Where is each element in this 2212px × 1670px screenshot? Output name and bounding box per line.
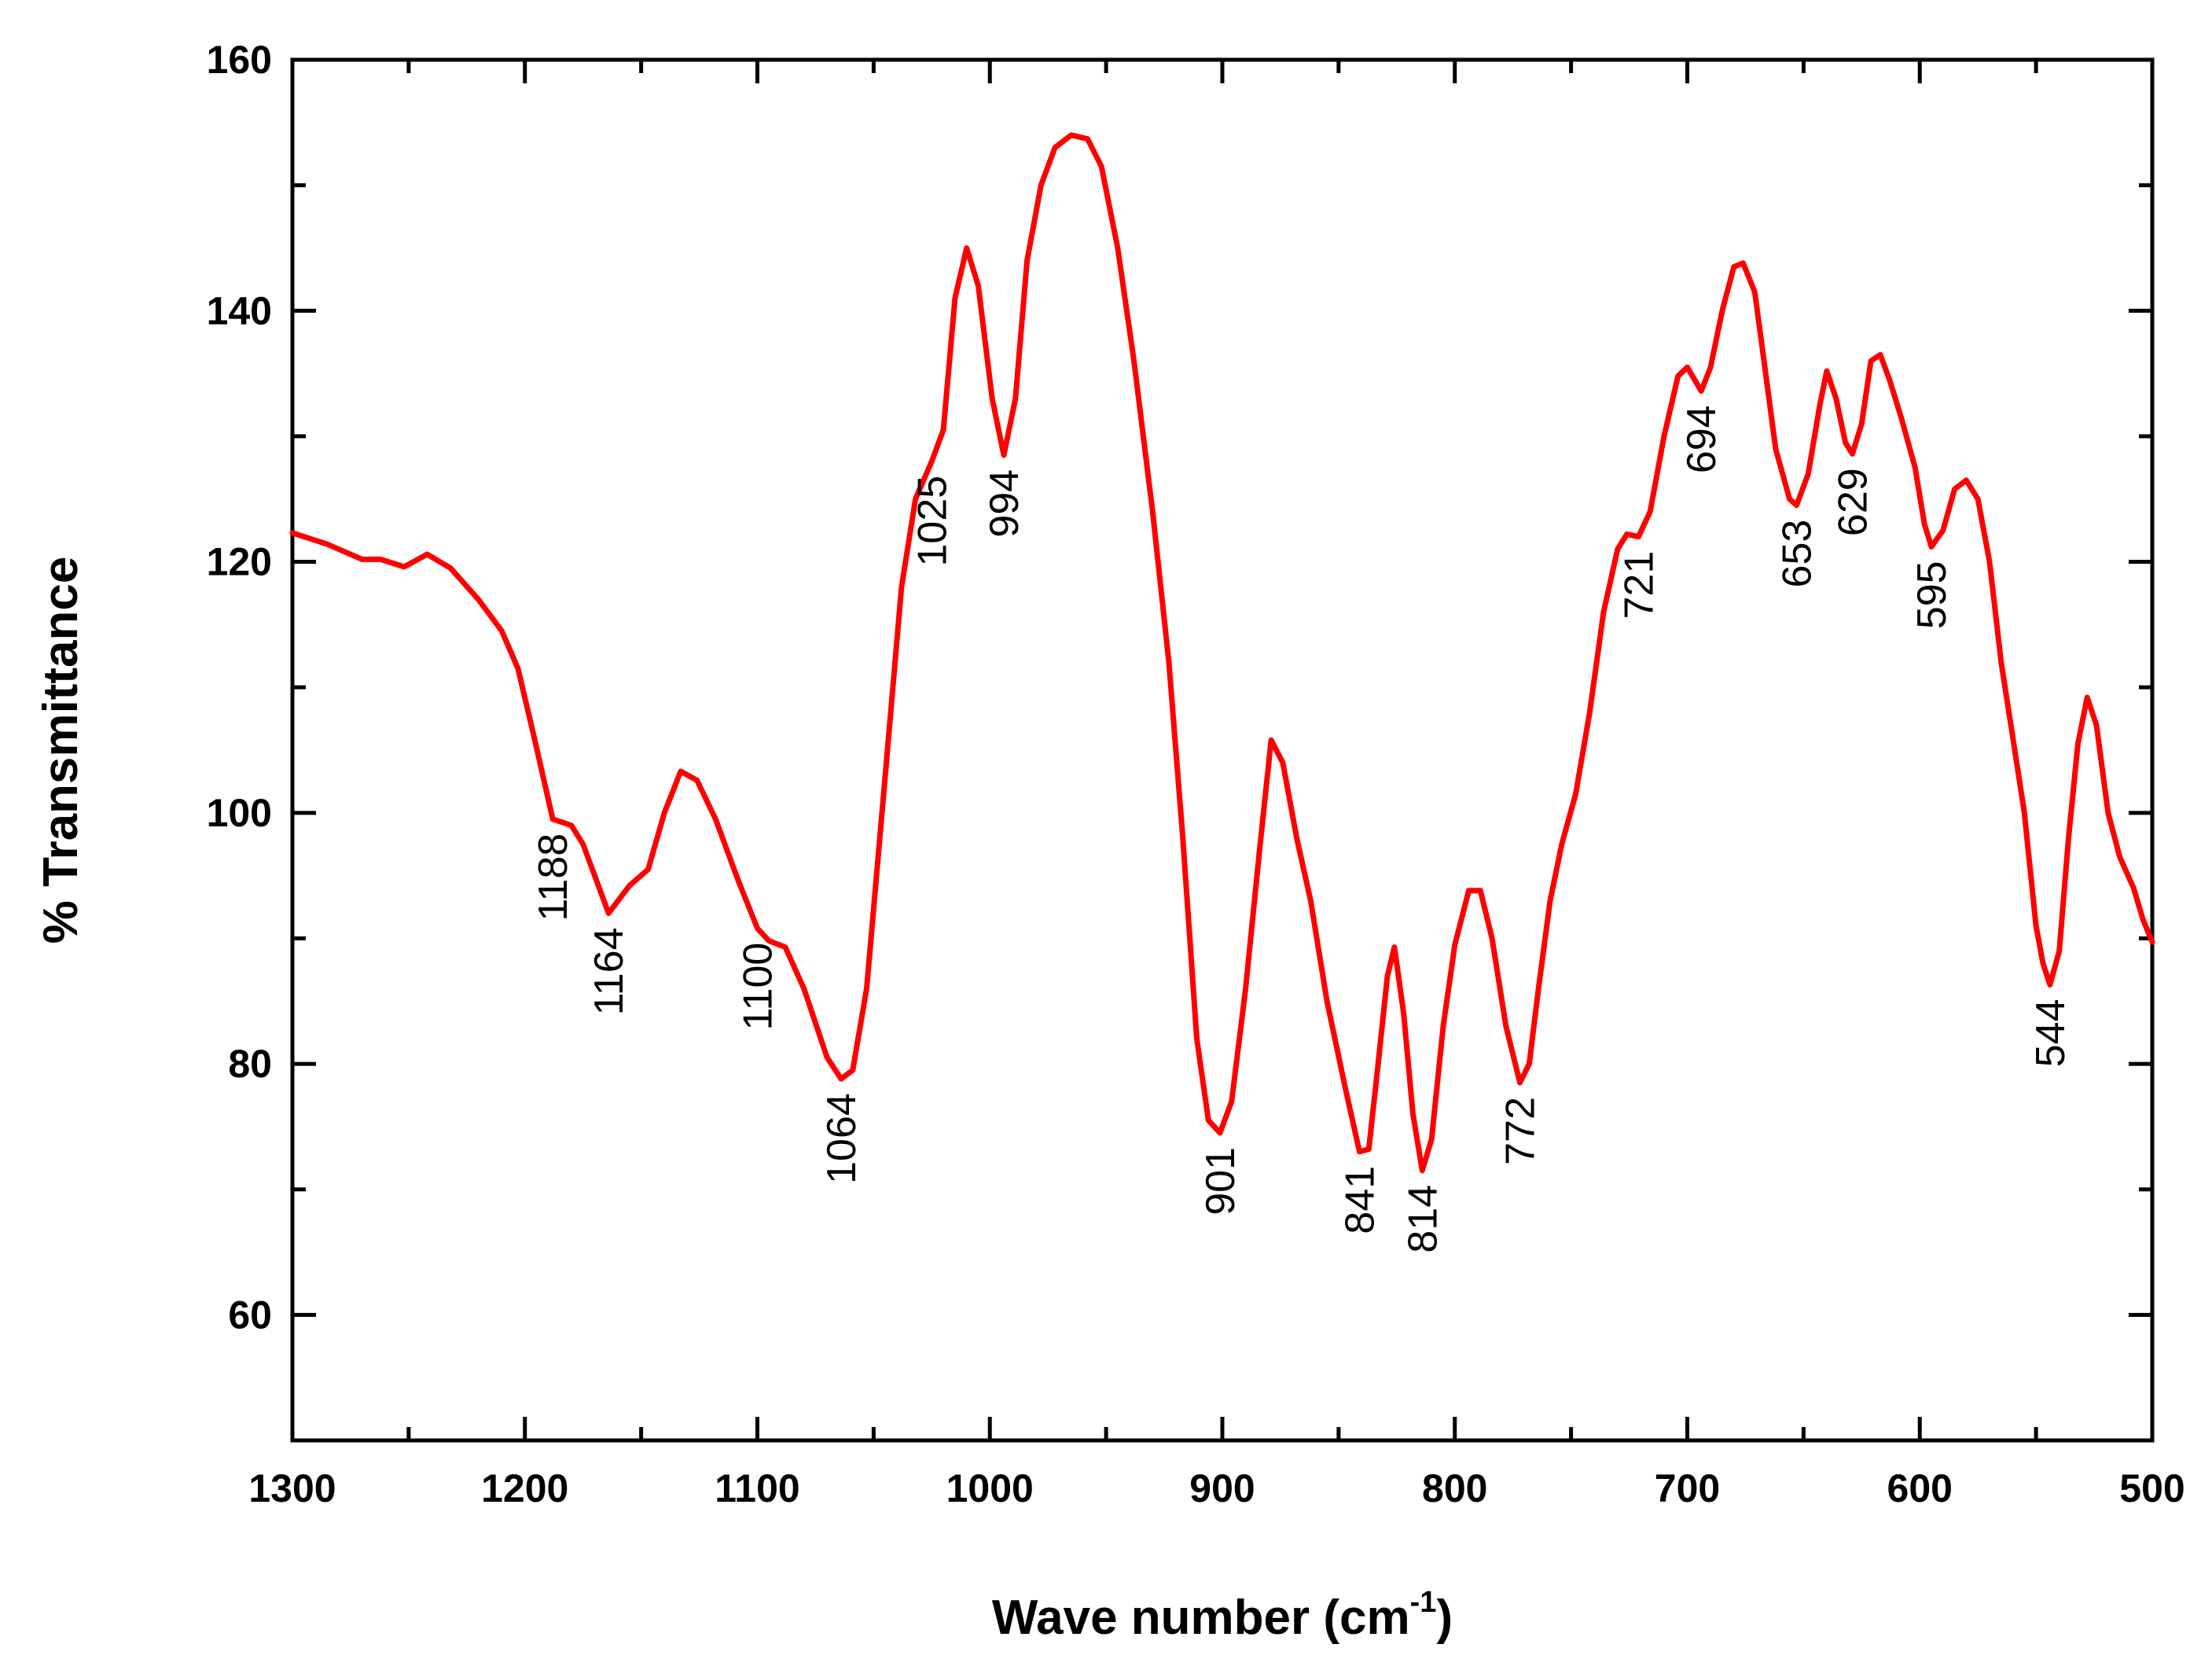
x-axis-ticks: [290, 60, 2155, 1440]
spectrum-line: [289, 132, 2155, 1174]
peak-label: 721: [1616, 551, 1662, 620]
x-axis-tick-labels: 1300 1200 1100 1000 900 800 700 600 500: [248, 1466, 2184, 1510]
peak-label: 841: [1338, 1166, 1383, 1234]
y-tick-label: 60: [228, 1293, 272, 1337]
y-tick-label: 120: [207, 540, 272, 584]
peak-label: 901: [1198, 1147, 1244, 1216]
peak-label: 544: [2028, 999, 2074, 1068]
peak-label: 772: [1498, 1097, 1544, 1165]
x-tick-label: 1100: [715, 1466, 799, 1510]
peak-label: 1100: [736, 943, 781, 1031]
peak-label: 1064: [819, 1093, 865, 1184]
y-tick-label: 140: [207, 289, 272, 333]
peak-label: 1025: [909, 476, 955, 567]
y-axis-title: % Transmittance: [34, 557, 88, 944]
peak-label: 629: [1831, 468, 1876, 536]
y-tick-label: 100: [207, 791, 272, 835]
y-axis-ticks: [292, 57, 2152, 1443]
peak-label: 653: [1775, 520, 1821, 588]
x-tick-label: 900: [1189, 1466, 1255, 1510]
x-axis-title: Wave number (cm-1): [992, 1586, 1453, 1645]
x-tick-label: 700: [1655, 1466, 1720, 1510]
peak-label: 1188: [531, 833, 576, 921]
x-tick-label: 1300: [248, 1466, 336, 1510]
y-tick-label: 80: [228, 1042, 272, 1086]
x-tick-label: 1200: [481, 1466, 568, 1510]
peak-label: 814: [1400, 1185, 1446, 1253]
peak-label: 994: [982, 469, 1027, 538]
y-tick-label: 160: [207, 38, 272, 82]
x-tick-label: 800: [1422, 1466, 1487, 1510]
peak-label: 1164: [586, 928, 632, 1016]
y-axis-tick-labels: 60 80 100 120 140 160: [207, 38, 272, 1337]
peak-label: 694: [1679, 405, 1725, 473]
peak-label: 595: [1909, 561, 1955, 629]
x-tick-label: 1000: [946, 1466, 1034, 1510]
plot-area-frame: [290, 57, 2155, 1443]
x-tick-label: 600: [1887, 1466, 1953, 1510]
x-tick-label: 500: [2119, 1466, 2184, 1510]
